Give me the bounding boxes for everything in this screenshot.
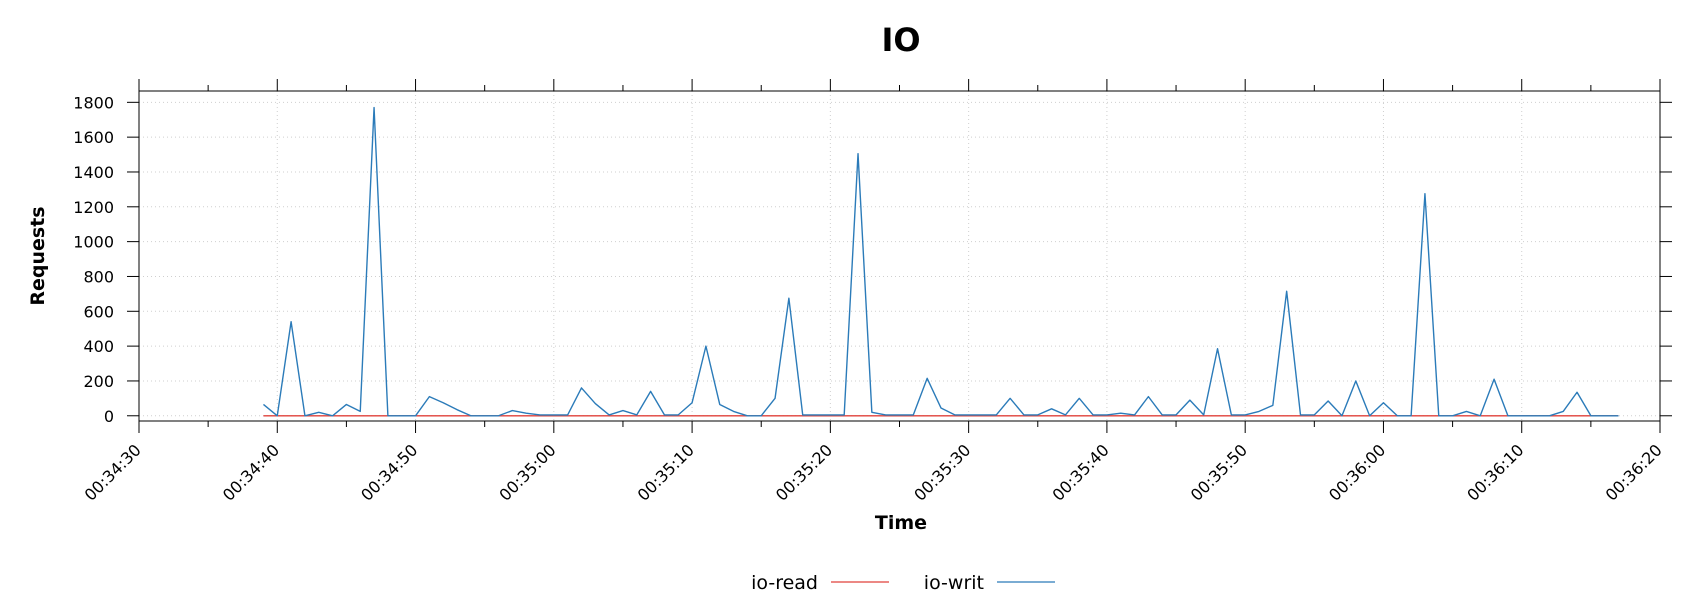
x-tick-label: 00:34:50 xyxy=(357,440,421,504)
x-tick-label: 00:36:20 xyxy=(1602,440,1666,504)
x-axis-label: Time xyxy=(875,512,927,534)
y-tick-label: 400 xyxy=(83,337,114,356)
y-axis-label: Requests xyxy=(27,206,49,305)
legend-label-io-read: io-read xyxy=(751,572,818,594)
y-tick-label: 200 xyxy=(83,372,114,391)
chart-title: IO xyxy=(881,21,920,59)
y-tick-label: 1600 xyxy=(73,128,114,147)
y-tick-label: 1000 xyxy=(73,233,114,252)
x-tick-label: 00:35:20 xyxy=(772,440,836,504)
series-line-io-writ xyxy=(263,106,1619,417)
series-layer xyxy=(263,106,1619,417)
x-tick-label: 00:35:40 xyxy=(1048,440,1112,504)
y-tick-label: 600 xyxy=(83,302,114,321)
y-tick-label: 1800 xyxy=(73,93,114,112)
legend: io-read io-writ xyxy=(751,572,1055,594)
y-tick-label: 0 xyxy=(104,407,114,426)
x-tick-label: 00:35:10 xyxy=(634,440,698,504)
x-tick-label: 00:35:30 xyxy=(910,440,974,504)
x-tick-label: 00:36:00 xyxy=(1325,440,1389,504)
x-tick-label: 00:36:10 xyxy=(1463,440,1527,504)
y-tick-label: 1400 xyxy=(73,163,114,182)
y-tick-label: 800 xyxy=(83,267,114,286)
tick-layer: 0 200 400 600 800 1000 1200 1400 1600 1800 00:34:3… xyxy=(73,79,1672,505)
x-tick-label: 00:34:30 xyxy=(81,440,145,504)
legend-label-io-writ: io-writ xyxy=(924,572,984,594)
y-tick-label: 1200 xyxy=(73,198,114,217)
x-tick-label: 00:35:00 xyxy=(495,440,559,504)
x-tick-label: 00:34:40 xyxy=(219,440,283,504)
x-tick-label: 00:35:50 xyxy=(1187,440,1251,504)
